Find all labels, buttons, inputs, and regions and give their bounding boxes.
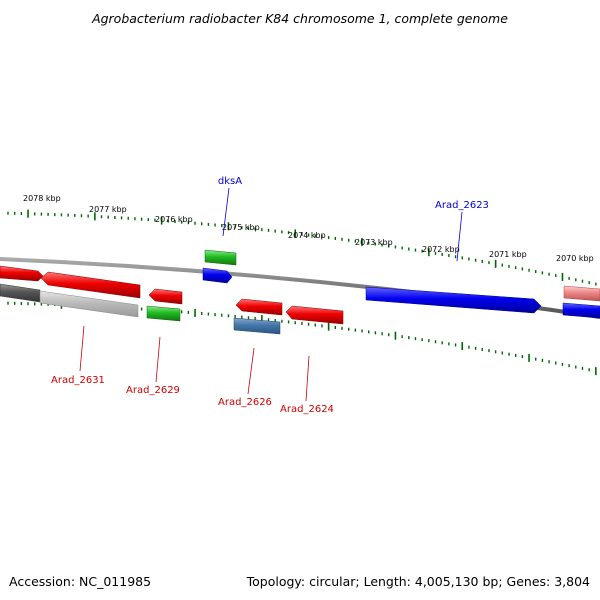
- gene-feature[interactable]: [0, 283, 41, 303]
- gene-feature[interactable]: [365, 286, 542, 314]
- gene-feature[interactable]: [40, 271, 141, 299]
- inner-strand-genes: [0, 283, 600, 335]
- gene-feature[interactable]: [235, 298, 283, 316]
- gene-feature[interactable]: [562, 302, 600, 319]
- gene-feature[interactable]: [202, 267, 233, 284]
- gene-label-arad-2629[interactable]: Arad_2629: [126, 385, 180, 396]
- gene-label-arad-2631[interactable]: Arad_2631: [51, 375, 105, 386]
- accession-text: Accession: NC_011985: [9, 574, 151, 589]
- gene-label-dksa[interactable]: dksA: [218, 176, 242, 187]
- gene-feature[interactable]: [563, 285, 600, 302]
- tick-label: 2074 kbp: [288, 231, 326, 240]
- outer-tick-row: [7, 209, 597, 286]
- leader-line: [305, 355, 310, 402]
- gene-feature[interactable]: [0, 265, 44, 282]
- tick-label: 2072 kbp: [422, 245, 460, 254]
- gene-feature[interactable]: [148, 288, 183, 305]
- gene-label-arad-2626[interactable]: Arad_2626: [218, 397, 272, 408]
- tick-label: 2073 kbp: [355, 238, 393, 247]
- gene-label-arad-2623[interactable]: Arad_2623: [435, 200, 489, 211]
- inner-tick-row: [7, 300, 597, 376]
- label-leaders: [79, 187, 463, 402]
- gene-feature[interactable]: [233, 317, 281, 335]
- genome-summary-text: Topology: circular; Length: 4,005,130 bp…: [246, 574, 590, 589]
- gene-label-arad-2624[interactable]: Arad_2624: [280, 404, 334, 415]
- tick-label: 2071 kbp: [489, 250, 527, 259]
- map-title: Agrobacterium radiobacter K84 chromosome…: [91, 11, 508, 26]
- leader-line: [155, 336, 161, 383]
- tick-labels: 2078 kbp 2077 kbp 2076 kbp 2075 kbp 2074…: [23, 194, 594, 263]
- tick-label: 2077 kbp: [89, 205, 127, 214]
- leader-line: [222, 187, 230, 237]
- gene-feature[interactable]: [204, 249, 237, 266]
- leader-line: [456, 211, 463, 262]
- tick-label: 2075 kbp: [222, 223, 260, 232]
- tick-label: 2076 kbp: [155, 215, 193, 224]
- tick-label: 2078 kbp: [23, 194, 61, 203]
- leader-line: [79, 325, 85, 372]
- gene-labels: dksA Arad_2623 Arad_2631 Arad_2629 Arad_…: [51, 176, 489, 415]
- gene-feature[interactable]: [285, 305, 344, 325]
- tick-label: 2070 kbp: [556, 254, 594, 263]
- leader-line: [247, 347, 255, 395]
- gene-feature[interactable]: [39, 290, 139, 318]
- outer-strand-genes: [0, 249, 600, 314]
- gene-feature[interactable]: [146, 305, 181, 322]
